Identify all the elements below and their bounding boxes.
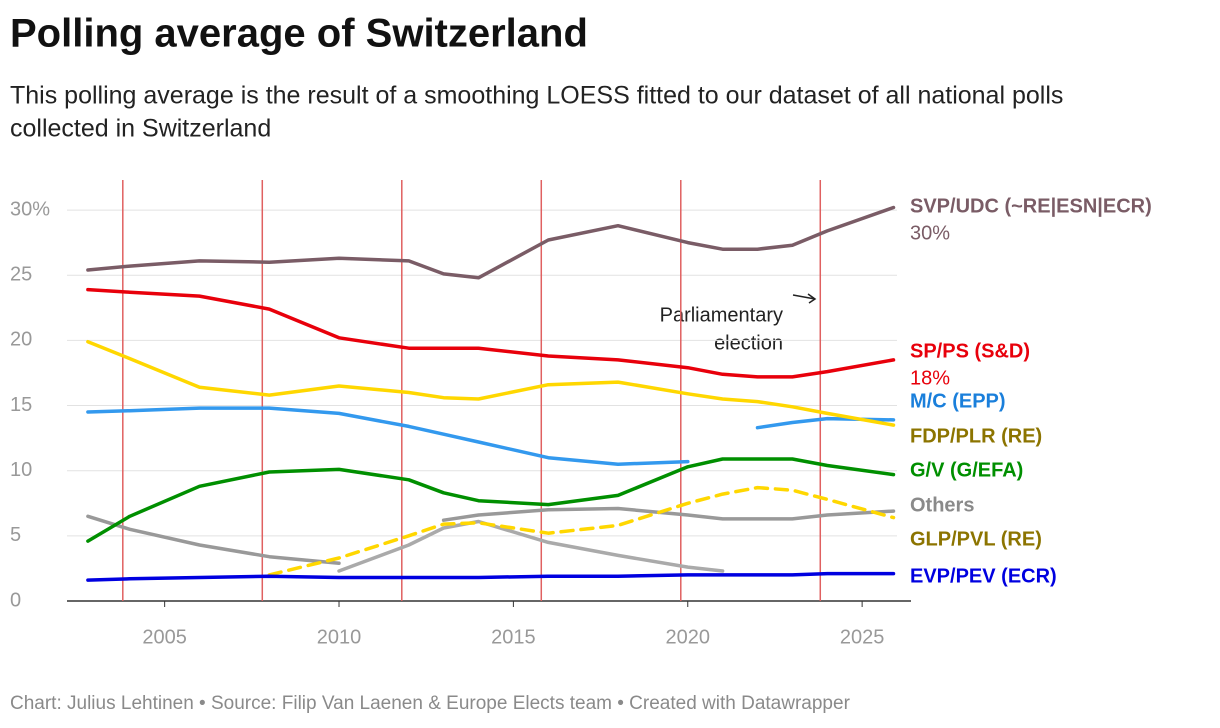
y-tick-label: 10 — [10, 459, 32, 481]
annotation-arrow — [792, 293, 817, 304]
series-line — [86, 287, 896, 379]
annotation: election — [714, 332, 783, 354]
annotation: Parliamentary — [660, 304, 783, 326]
chart-title: Polling average of Switzerland — [10, 12, 588, 56]
chart-subtitle: collected in Switzerland — [10, 115, 271, 143]
x-tick-label: 2015 — [491, 626, 536, 648]
series-line — [86, 571, 896, 582]
legend-label: SVP/UDC (~RE|ESN|ECR) — [910, 195, 1152, 217]
legend-label: EVP/PEV (ECR) — [910, 565, 1057, 587]
x-tick-label: 2005 — [142, 626, 187, 648]
y-tick-label: 15 — [10, 394, 32, 416]
y-tick-label: 20 — [10, 329, 32, 351]
y-tick-label: 30% — [10, 198, 50, 220]
chart-subtitle: This polling average is the result of a … — [10, 82, 1063, 110]
series-line — [86, 205, 896, 280]
y-tick-label: 5 — [10, 524, 21, 546]
series-line — [86, 339, 896, 427]
x-tick-label: 2025 — [840, 626, 885, 648]
series-line — [337, 519, 725, 573]
legend-label: GLP/PVL (RE) — [910, 528, 1042, 550]
legend-label: FDP/PLR (RE) — [910, 425, 1042, 447]
x-tick-label: 2010 — [317, 626, 362, 648]
y-tick-label: 0 — [10, 589, 21, 611]
x-tick-label: 2020 — [666, 626, 711, 648]
legend-label: G/V (G/EFA) — [910, 459, 1023, 481]
end-value-label: 30% — [910, 222, 950, 244]
legend-label: M/C (EPP) — [910, 390, 1006, 412]
series-line — [267, 485, 896, 577]
legend-label: Others — [910, 494, 974, 516]
end-value-label: 18% — [910, 367, 950, 389]
series-line — [86, 457, 896, 543]
y-tick-label: 25 — [10, 264, 32, 286]
legend-label: SP/PS (S&D) — [910, 340, 1030, 362]
series-line — [86, 406, 896, 466]
chart-footer: Chart: Julius Lehtinen • Source: Filip V… — [10, 693, 851, 714]
